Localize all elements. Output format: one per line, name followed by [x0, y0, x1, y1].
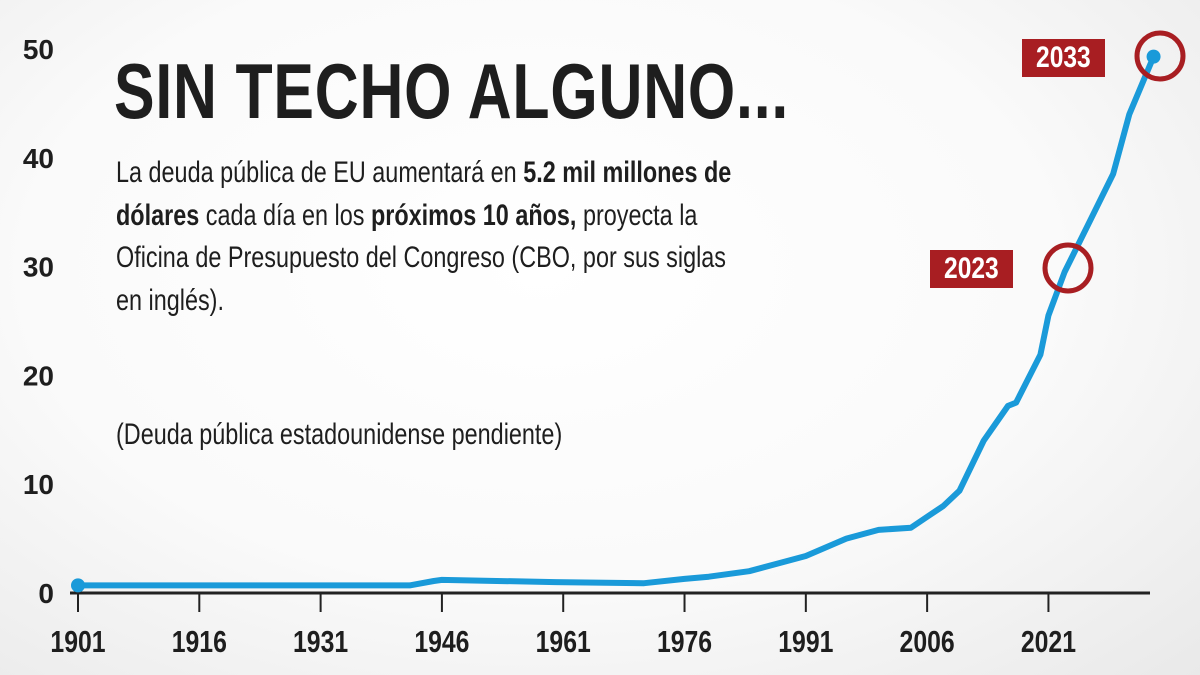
- x-tick-label: 1916: [172, 624, 227, 658]
- chart-title: SIN TECHO ALGUNO...: [114, 47, 790, 135]
- desc-part: cada día en los: [199, 198, 371, 232]
- desc-part: La deuda pública de EU aumentará en: [116, 156, 524, 189]
- x-tick-label: 1961: [536, 624, 591, 658]
- x-tick-label: 2021: [1021, 624, 1076, 658]
- y-tick-label: 10: [23, 469, 54, 500]
- desc-part: proyecta la Oficina de Presupuesto del C…: [116, 198, 727, 317]
- x-tick-label: 1976: [657, 624, 712, 658]
- debt-series-line: [75, 53, 1157, 589]
- highlight-circle-2033: [1134, 30, 1186, 82]
- y-tick-label: 20: [23, 360, 54, 391]
- unit-note: (Deuda pública estadounidense pendiente): [116, 418, 563, 451]
- y-tick-label: 50: [23, 34, 54, 65]
- x-tick-label: 1931: [293, 624, 348, 658]
- end-point: [1146, 49, 1161, 64]
- x-tick-label: 1901: [50, 624, 105, 658]
- annotation-2033: 2033: [1022, 39, 1105, 77]
- desc-part-bold: próximos 10 años,: [370, 198, 577, 232]
- y-tick-label: 0: [38, 578, 54, 609]
- y-tick-label: 40: [23, 143, 54, 174]
- x-tick-label: 1991: [778, 624, 833, 658]
- x-tick-label: 2006: [900, 624, 955, 658]
- y-tick-label: 30: [23, 252, 54, 283]
- chart-description: La deuda pública de EU aumentará en 5.2 …: [116, 152, 756, 322]
- start-point: [71, 578, 85, 593]
- annotation-2023: 2023: [930, 250, 1013, 288]
- highlight-circle-2023: [1042, 242, 1094, 294]
- desc-part-bold: 5.2 mil millones de dólares: [116, 156, 732, 232]
- x-tick-label: 1946: [414, 624, 469, 658]
